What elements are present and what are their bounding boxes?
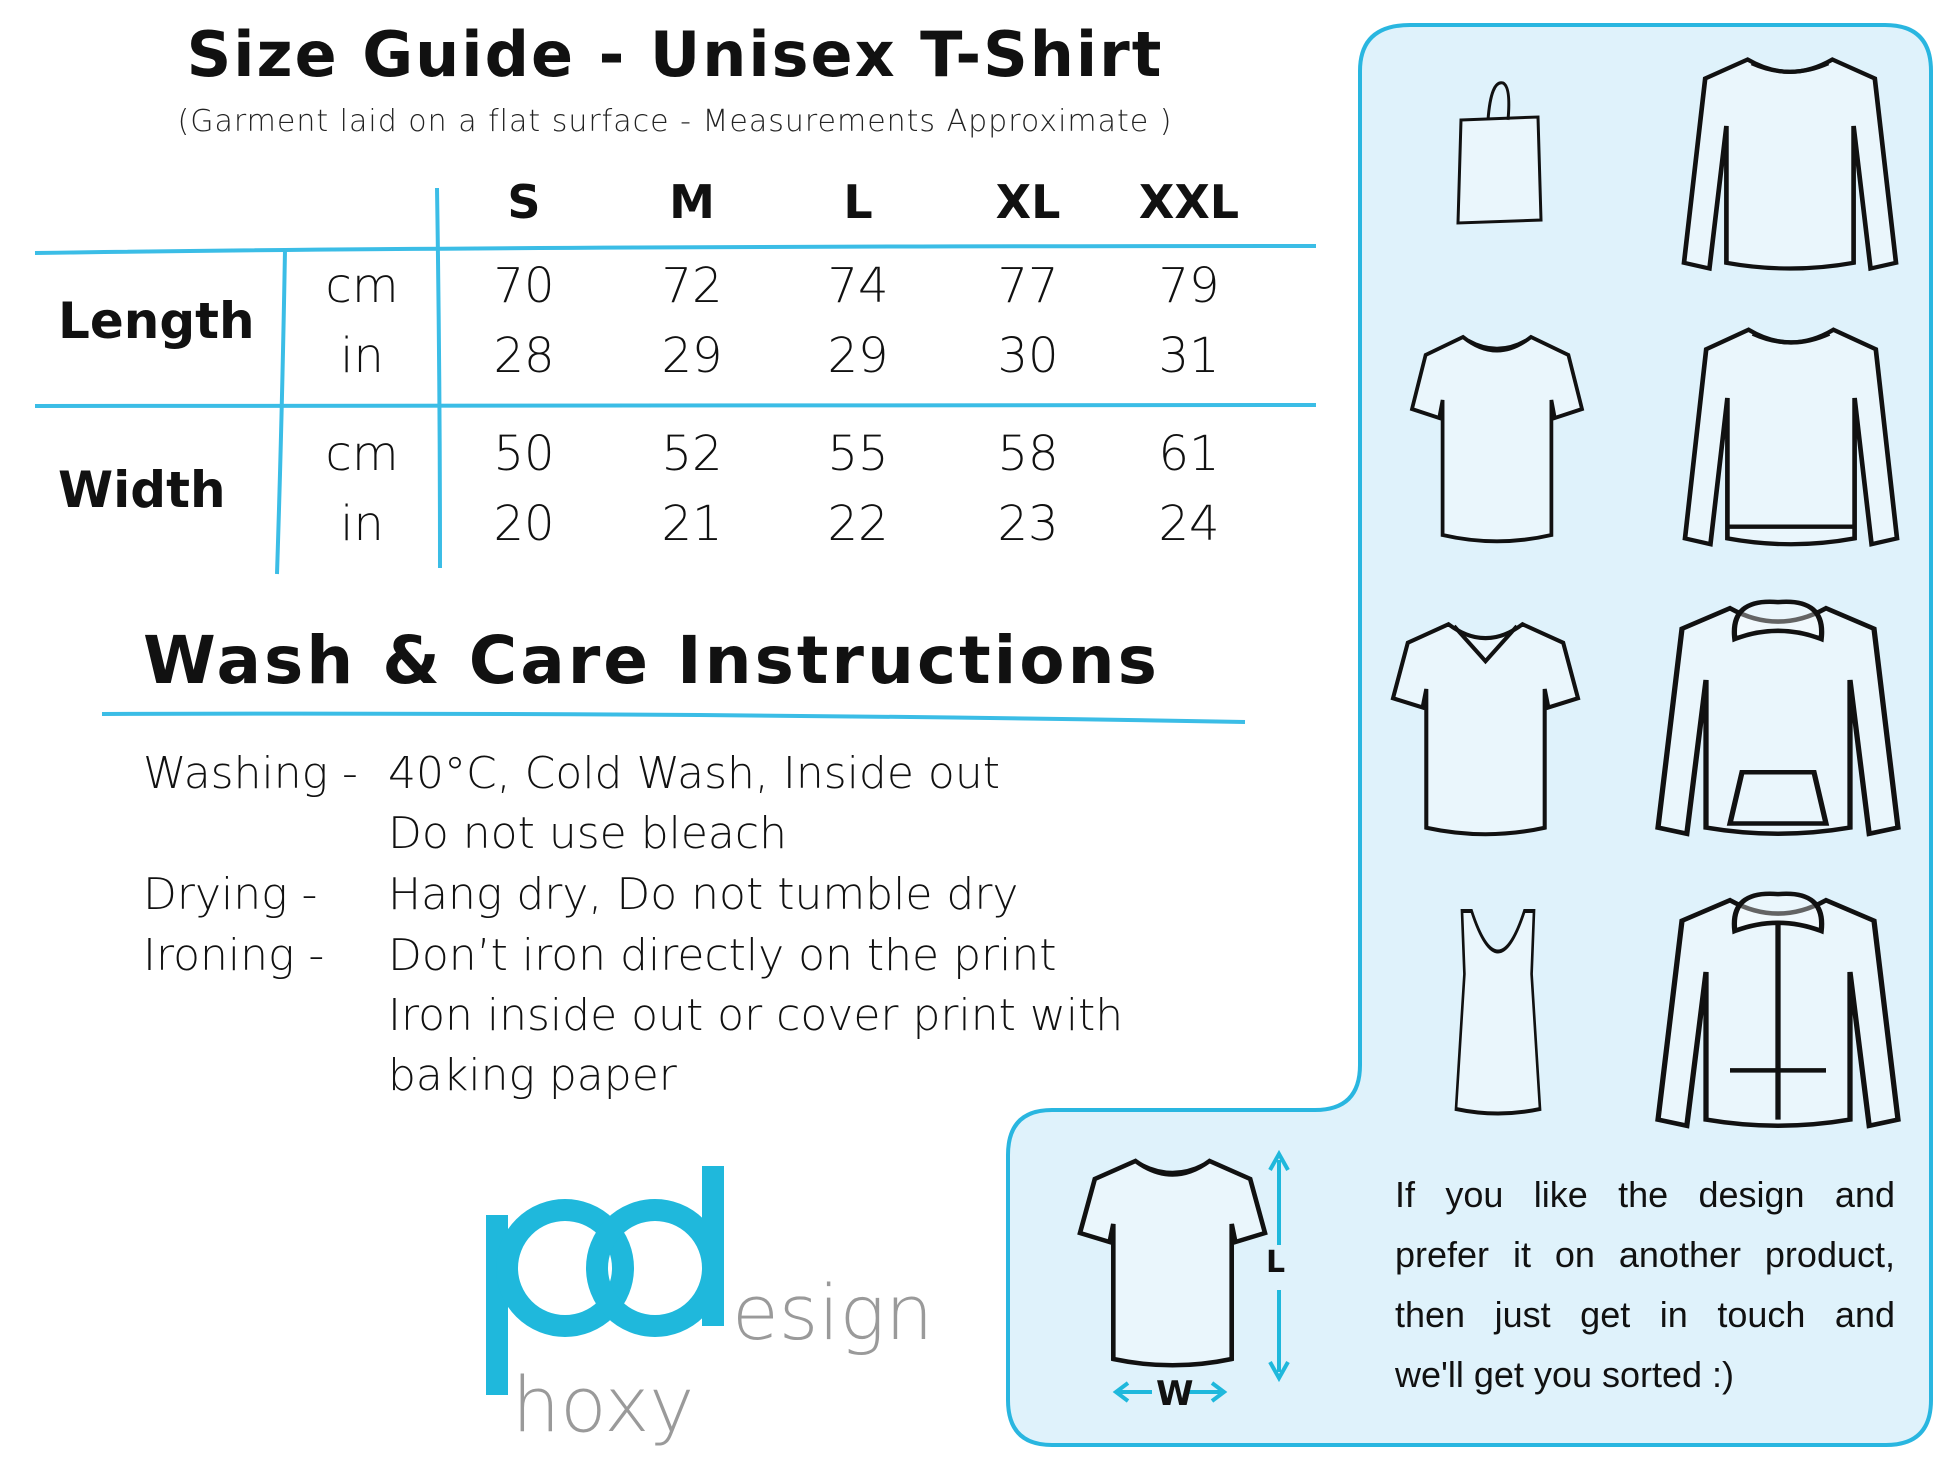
table-cell: 58 — [997, 426, 1059, 482]
ironing-line: baking paper — [388, 1050, 677, 1101]
wash-care-title: Wash & Care Instructions — [143, 622, 1160, 699]
table-cell: 31 — [1158, 328, 1220, 384]
size-header-m: M — [669, 175, 715, 229]
row-label-width: Width — [58, 461, 226, 519]
table-cell: 28 — [493, 328, 555, 384]
note-line: If you like the design and — [1395, 1174, 1895, 1215]
table-cell: 77 — [997, 258, 1059, 314]
unit-label: in — [340, 328, 384, 384]
size-table-grid — [34, 187, 1317, 724]
unit-label: in — [340, 496, 384, 552]
length-label: L — [1266, 1245, 1286, 1280]
size-header-s: S — [507, 175, 541, 229]
logo-word-hoxy: hoxy — [512, 1360, 695, 1449]
ironing-line: Don’t iron directly on the print — [388, 930, 1057, 981]
width-arrow-icon — [1112, 1381, 1228, 1403]
table-cell: 21 — [661, 496, 723, 552]
drying-line: Hang dry, Do not tumble dry — [388, 869, 1019, 920]
page-subtitle: (Garment laid on a flat surface - Measur… — [177, 104, 1173, 139]
table-cell: 30 — [997, 328, 1059, 384]
table-cell: 24 — [1158, 496, 1220, 552]
table-cell: 20 — [493, 496, 555, 552]
logo-word-design: esign — [732, 1268, 934, 1357]
note-line: prefer it on another product, — [1395, 1234, 1895, 1275]
note-line: then just get in touch and — [1395, 1294, 1895, 1335]
table-cell: 50 — [493, 426, 555, 482]
table-cell: 61 — [1158, 426, 1220, 482]
washing-label: Washing - — [143, 748, 358, 799]
length-arrow-icon — [1268, 1149, 1290, 1383]
ironing-line: Iron inside out or cover print with — [388, 990, 1124, 1041]
logo-mark — [486, 1166, 724, 1395]
size-header-xl: XL — [995, 175, 1061, 229]
ironing-label: Ironing - — [143, 930, 325, 981]
row-label-length: Length — [58, 292, 255, 350]
table-cell: 52 — [661, 426, 723, 482]
size-header-l: L — [843, 175, 873, 229]
table-line-header — [34, 244, 1317, 255]
width-label: W — [1156, 1374, 1194, 1414]
page-title: Size Guide - Unisex T-Shirt — [186, 18, 1164, 91]
washing-line: Do not use bleach — [388, 808, 787, 859]
table-cell: 55 — [827, 426, 889, 482]
fitted-tshirt-icon — [1410, 335, 1584, 544]
measure-tshirt-icon — [1080, 1161, 1265, 1365]
unit-label: cm — [325, 258, 399, 314]
table-line-middle — [34, 402, 1317, 408]
hoodie-icon — [1658, 602, 1898, 834]
table-cell: 72 — [661, 258, 723, 314]
table-cell: 29 — [661, 328, 723, 384]
table-cell: 23 — [997, 496, 1059, 552]
table-cell: 29 — [827, 328, 889, 384]
table-cell: 74 — [827, 258, 889, 314]
washing-line: 40°C, Cold Wash, Inside out — [388, 748, 1000, 799]
drying-label: Drying - — [143, 869, 318, 920]
vneck-tshirt-icon — [1393, 624, 1578, 834]
wash-underline — [101, 711, 1246, 724]
tote-bag-icon — [1456, 81, 1543, 225]
zip-hoodie-icon — [1658, 894, 1898, 1126]
long-sleeve-shirt-icon — [1684, 60, 1896, 269]
note-line: we'll get you sorted :) — [1395, 1354, 1735, 1395]
size-header-xxl: XXL — [1138, 175, 1240, 229]
unit-label: cm — [325, 426, 399, 482]
table-cell: 79 — [1158, 258, 1220, 314]
table-line-label-divider — [275, 249, 287, 575]
table-line-unit-divider — [435, 187, 442, 569]
sweatshirt-icon — [1685, 330, 1897, 545]
table-cell: 70 — [493, 258, 555, 314]
table-cell: 22 — [827, 496, 889, 552]
